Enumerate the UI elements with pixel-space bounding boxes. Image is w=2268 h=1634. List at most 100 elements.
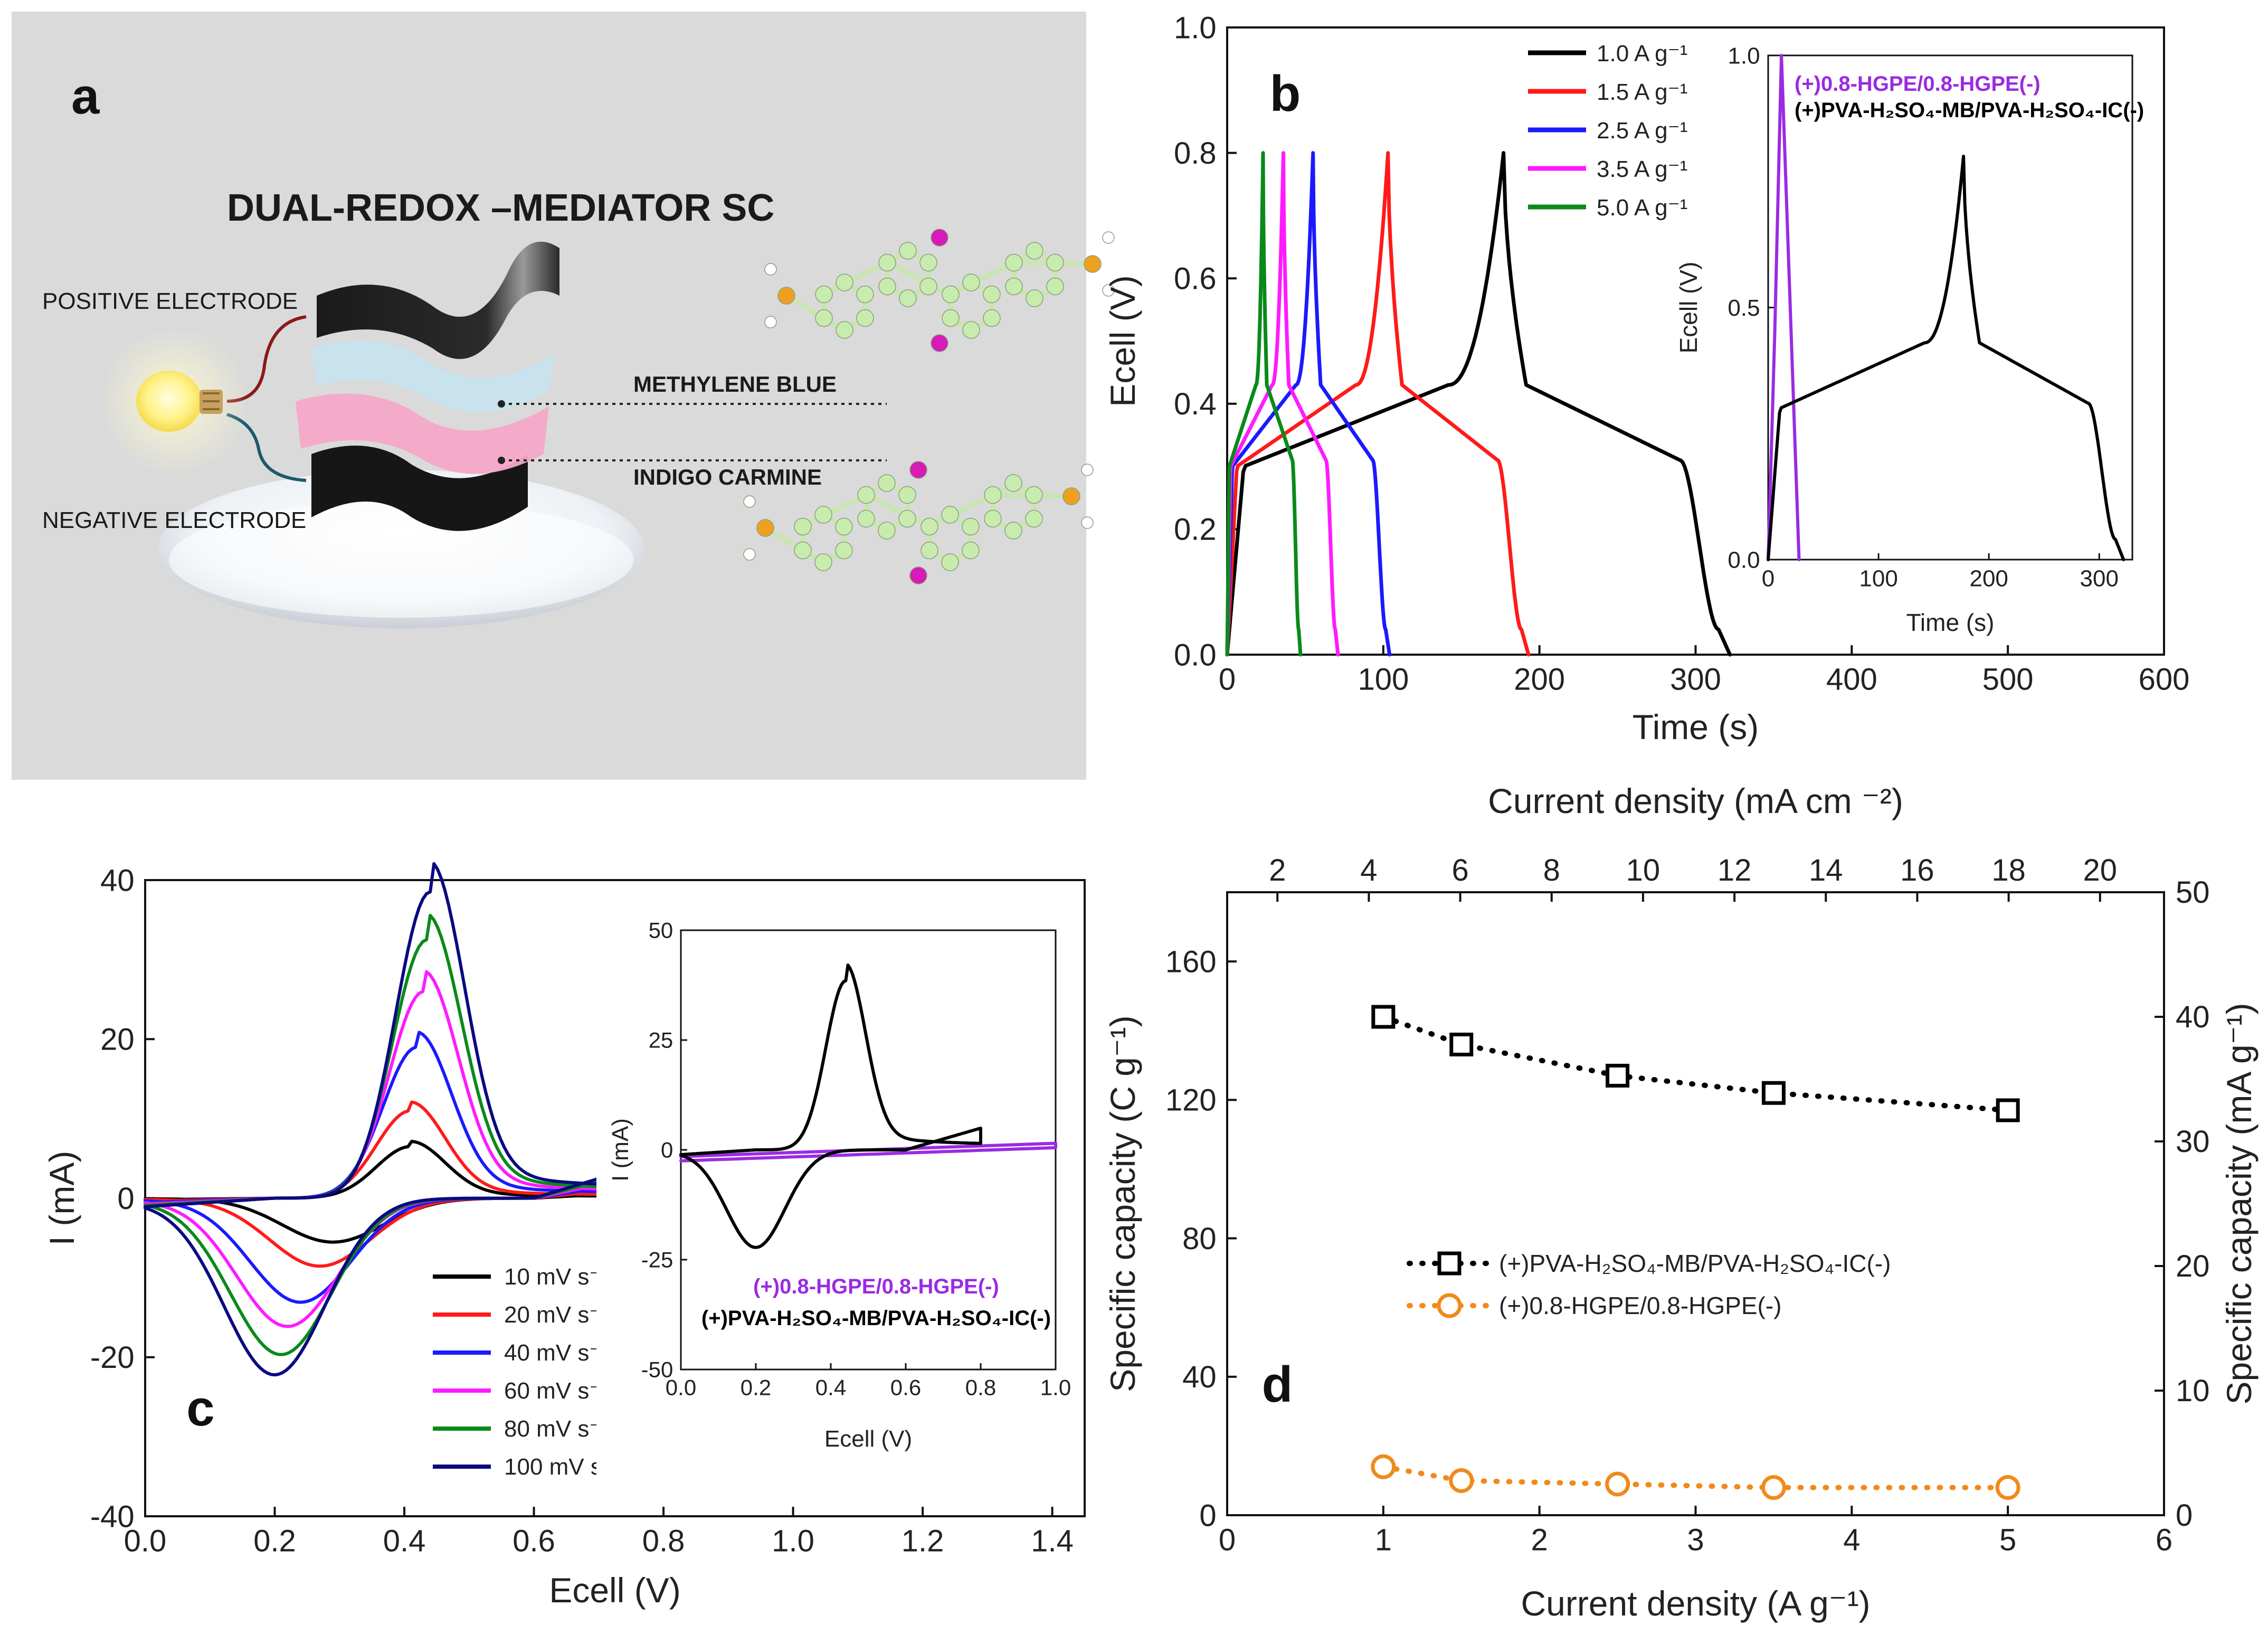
molecule-atom bbox=[743, 495, 756, 508]
molecule-atom bbox=[984, 486, 1002, 504]
panel-b: 0 100 200 300 400 500 600 0.0 0.2 0.4 0.6 0.8 1.0 Tim… bbox=[1103, 11, 2189, 747]
x2-tick-label: 4 bbox=[1360, 853, 1377, 887]
x2-tick-label: 20 bbox=[2083, 853, 2118, 887]
gel-electrolyte-pink bbox=[296, 393, 549, 474]
inset-x-axis-title: Time (s) bbox=[1906, 609, 1995, 636]
legend-label: 3.5 A g⁻¹ bbox=[1597, 156, 1687, 182]
molecule-atom bbox=[962, 273, 980, 291]
x-tick-label: 100 bbox=[1358, 663, 1409, 697]
molecule-atom bbox=[836, 321, 853, 339]
molecule-atom bbox=[898, 486, 916, 504]
molecule-atom bbox=[1004, 474, 1022, 492]
molecule-atom bbox=[815, 285, 833, 304]
schematic-title: DUAL-REDOX –MEDIATOR SC bbox=[227, 187, 774, 229]
molecule-atom bbox=[856, 285, 874, 304]
gcd-curve-4 bbox=[1225, 151, 1303, 657]
legend-label: 60 mV s⁻¹ bbox=[504, 1378, 609, 1404]
y-tick-label: 0.4 bbox=[1174, 387, 1217, 421]
inset-background bbox=[596, 914, 1077, 1475]
negative-electrode-label: NEGATIVE ELECTRODE bbox=[42, 507, 306, 533]
molecule-bond bbox=[886, 260, 952, 297]
inset-y-axis-title: Ecell (V) bbox=[1675, 262, 1702, 354]
x-tick-label: 1.0 bbox=[1040, 1375, 1071, 1400]
molecule-atom bbox=[931, 229, 948, 247]
x-tick-label: 100 bbox=[1859, 566, 1897, 592]
x-tick-label: 1.4 bbox=[1031, 1524, 1074, 1559]
x-tick-label: 0.0 bbox=[666, 1375, 696, 1400]
gel-electrolyte-blue bbox=[311, 341, 554, 412]
y-tick-label: 80 bbox=[1182, 1222, 1217, 1256]
molecule-bond bbox=[823, 260, 889, 297]
y-tick-label: 0.2 bbox=[1174, 513, 1217, 547]
molecule-atom bbox=[856, 309, 874, 327]
molecule-atom bbox=[1084, 255, 1102, 273]
y-tick-label: 50 bbox=[649, 918, 673, 943]
y-axis-title: I (mA) bbox=[42, 1151, 81, 1246]
data-point-square bbox=[1761, 1081, 1786, 1105]
data-point-circle bbox=[1605, 1471, 1630, 1497]
molecule-atom bbox=[1081, 464, 1094, 476]
molecule-atom bbox=[1102, 284, 1115, 297]
y-tick-label: 40 bbox=[100, 863, 135, 898]
legend-label: 2.5 A g⁻¹ bbox=[1597, 118, 1687, 144]
x-tick-label: 0 bbox=[1219, 1523, 1236, 1557]
x-tick-label: 1.0 bbox=[772, 1524, 814, 1559]
legend-label: (+)0.8-HGPE/0.8-HGPE(-) bbox=[1499, 1292, 1782, 1319]
x-tick-label: 0.2 bbox=[741, 1375, 771, 1400]
molecule-atom bbox=[878, 277, 896, 296]
negative-electrode-sheet bbox=[311, 446, 528, 531]
inset-cv-curve-1 bbox=[679, 964, 982, 1249]
x2-tick-label: 8 bbox=[1543, 853, 1560, 887]
molecule-atom bbox=[921, 517, 938, 536]
molecule-atom bbox=[794, 541, 812, 560]
molecule-atom bbox=[962, 541, 980, 560]
y-tick-label: 40 bbox=[1182, 1360, 1217, 1394]
x2-tick-label: 2 bbox=[1269, 853, 1286, 887]
plot-frame bbox=[1226, 891, 2165, 1516]
molecule-atom bbox=[794, 517, 812, 536]
y-tick-label: 0.0 bbox=[1174, 638, 1217, 672]
methylene-blue-label: METHYLENE BLUE bbox=[633, 372, 837, 396]
molecule-atom bbox=[756, 519, 774, 537]
legend-label: 40 mV s⁻¹ bbox=[504, 1340, 609, 1366]
y-tick-label: 0.5 bbox=[1728, 295, 1760, 321]
molecule-atom bbox=[1026, 289, 1043, 307]
x-tick-label: 2 bbox=[1531, 1523, 1548, 1557]
panel-b-letter: b bbox=[1270, 65, 1301, 122]
inset-annotation-1: (+)PVA-H₂SO₄-MB/PVA-H₂SO₄-IC(-) bbox=[1795, 99, 2144, 122]
inset-annotation-0: (+)0.8-HGPE/0.8-HGPE(-) bbox=[1795, 72, 2041, 96]
molecule-atom bbox=[941, 506, 959, 524]
molecule-bond bbox=[865, 493, 931, 529]
y2-tick-label: 30 bbox=[2176, 1125, 2210, 1159]
molecule-atom bbox=[1026, 242, 1043, 260]
molecule-atom bbox=[1025, 509, 1043, 528]
x2-tick-label: 16 bbox=[1900, 853, 1934, 887]
x-tick-label: 1.2 bbox=[901, 1524, 944, 1559]
x-tick-label: 300 bbox=[1670, 663, 1721, 697]
molecule-atom bbox=[836, 273, 853, 291]
electrode-stack bbox=[296, 241, 559, 531]
panel-d-letter: d bbox=[1262, 1356, 1293, 1413]
molecule-atom bbox=[878, 522, 896, 540]
molecule-bond bbox=[928, 493, 994, 529]
molecule-atom bbox=[777, 287, 795, 305]
data-point-square bbox=[1371, 1005, 1396, 1029]
molecule-atom bbox=[878, 474, 896, 492]
positive-electrode-sheet bbox=[317, 241, 559, 359]
molecule-atom bbox=[962, 517, 980, 536]
molecule-atom bbox=[835, 541, 853, 560]
x2-axis-title: Current density (mA cm ⁻²) bbox=[1488, 781, 1903, 820]
data-point-square bbox=[1996, 1098, 2020, 1122]
plot-frame bbox=[1767, 54, 2133, 561]
y-tick-label: 120 bbox=[1165, 1083, 1217, 1118]
molecule-atom bbox=[815, 309, 833, 327]
y-tick-label: 0.0 bbox=[1728, 547, 1760, 573]
indigo-carmine-molecule bbox=[743, 461, 1094, 584]
x-tick-label: 0.0 bbox=[124, 1524, 167, 1559]
molecule-atom bbox=[909, 461, 927, 479]
y2-tick-label: 10 bbox=[2176, 1374, 2210, 1408]
data-point-circle bbox=[1761, 1475, 1786, 1500]
x-tick-label: 500 bbox=[1982, 663, 2034, 697]
y-tick-label: -25 bbox=[641, 1248, 673, 1272]
y2-tick-label: 20 bbox=[2176, 1249, 2210, 1283]
